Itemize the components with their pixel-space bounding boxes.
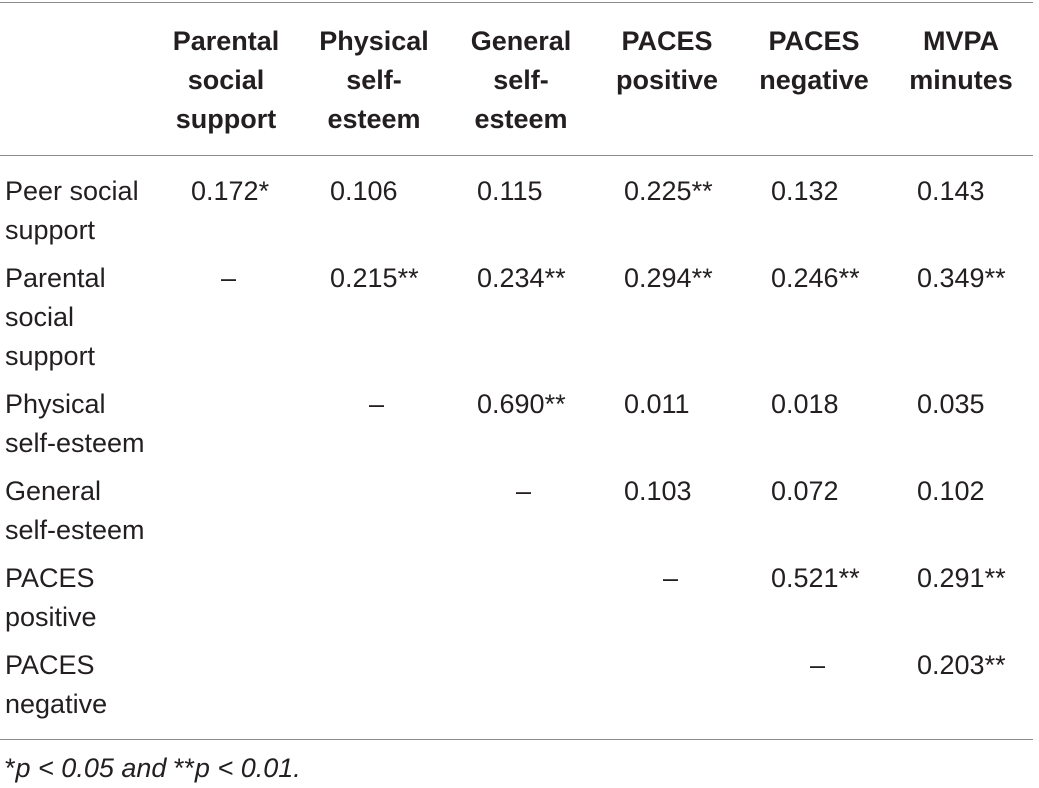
top-rule <box>0 2 1033 3</box>
table-cell: – <box>810 650 826 680</box>
table-cell: – <box>663 563 679 593</box>
table-cell: 0.018 <box>771 389 839 419</box>
table-cell: 0.035 <box>917 389 985 419</box>
table-footnote: *p < 0.05 and **p < 0.01. <box>5 749 301 788</box>
column-header-physical-self-esteem: Physical self- esteem <box>319 26 429 134</box>
column-header-mvpa-minutes: MVPA minutes <box>909 26 1013 95</box>
table-cell: 0.203** <box>917 650 1006 680</box>
table-cell: 0.132 <box>771 176 839 206</box>
table-cell: 0.115 <box>477 176 543 206</box>
footnote-symbol-double: ** <box>173 753 195 783</box>
table-cell: 0.215** <box>330 263 419 293</box>
row-label-paces-negative: PACES negative <box>5 650 108 719</box>
column-header-parental-social-support: Parental social support <box>172 26 280 134</box>
table-cell: 0.246** <box>771 263 860 293</box>
bottom-rule <box>0 739 1033 740</box>
table-cell: 0.103 <box>624 476 692 506</box>
row-label-peer-social-support: Peer social support <box>5 176 139 245</box>
table-cell: 0.172* <box>191 176 270 206</box>
table-cell: 0.143 <box>917 176 985 206</box>
footnote-symbol-single: * <box>5 753 16 783</box>
table-cell: – <box>369 389 385 419</box>
row-label-general-self-esteem: General self-esteem <box>5 476 145 545</box>
footnote-text-part1: p < 0.05 and <box>15 753 174 783</box>
table-cell: – <box>516 476 532 506</box>
table-cell: 0.106 <box>330 176 398 206</box>
table-cell: 0.234** <box>477 263 566 293</box>
table-cell: – <box>221 263 237 293</box>
column-header-general-self-esteem: General self- esteem <box>470 26 572 134</box>
table-cell: 0.011 <box>624 389 690 419</box>
table-cell: 0.521** <box>771 563 860 593</box>
column-header-paces-negative: PACES negative <box>759 26 869 95</box>
row-label-paces-positive: PACES positive <box>5 563 97 632</box>
footnote-text-part2: p < 0.01. <box>194 753 301 783</box>
row-label-physical-self-esteem: Physical self-esteem <box>5 389 145 458</box>
table-cell: 0.291** <box>917 563 1006 593</box>
table-cell: 0.102 <box>917 476 985 506</box>
row-label-parental-social-support: Parental social support <box>5 263 106 371</box>
table-cell: 0.349** <box>917 263 1006 293</box>
header-rule <box>0 155 1033 156</box>
table-cell: 0.225** <box>624 176 713 206</box>
table-cell: 0.690** <box>477 389 566 419</box>
column-header-paces-positive: PACES positive <box>615 26 719 95</box>
table-cell: 0.072 <box>771 476 839 506</box>
table-cell: 0.294** <box>624 263 713 293</box>
